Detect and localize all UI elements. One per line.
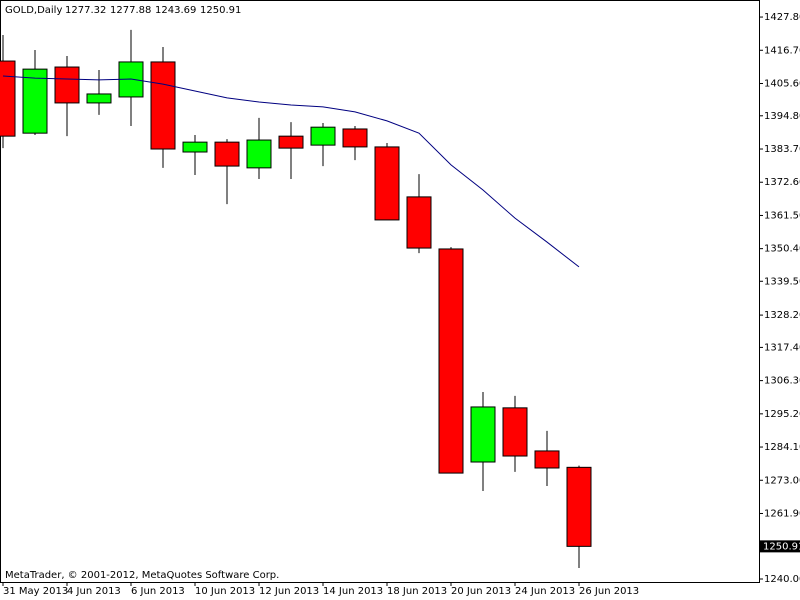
- candle-body: [182, 141, 208, 153]
- candle-body: [502, 407, 528, 457]
- footer: MetaTrader, © 2001-2012, MetaQuotes Soft…: [5, 570, 279, 581]
- candle-body: [22, 68, 48, 134]
- chart-title: GOLD,Daily: [5, 5, 62, 16]
- ohlc-readout: 1277.32: [65, 5, 106, 16]
- y-tick-label: 1284.10: [764, 442, 800, 453]
- ohlc-readout: 1277.88: [110, 5, 151, 16]
- x-tick-label: 20 Jun 2013: [451, 586, 511, 597]
- y-tick-label: 1416.70: [764, 45, 800, 56]
- ohlc-readout: 1243.69: [155, 5, 196, 16]
- y-tick-label: 1405.60: [764, 78, 800, 89]
- y-tick-label: 1339.50: [764, 276, 800, 287]
- x-tick-label: 6 Jun 2013: [131, 586, 185, 597]
- y-tick-label: 1273.00: [764, 475, 800, 486]
- candle-body: [310, 126, 336, 146]
- x-tick-label: 12 Jun 2013: [259, 586, 319, 597]
- y-tick-label: 1261.90: [764, 508, 800, 519]
- candle-body: [0, 60, 16, 137]
- candle-body: [534, 450, 560, 469]
- moving-average: [2, 75, 580, 268]
- y-tick-label: 1295.20: [764, 409, 800, 420]
- candle-body: [246, 139, 272, 169]
- y-tick-label: 1394.80: [764, 111, 800, 122]
- y-tick-label: 1383.70: [764, 144, 800, 155]
- x-tick-label: 10 Jun 2013: [195, 586, 255, 597]
- candle-body: [150, 61, 176, 150]
- candle-body: [214, 141, 240, 167]
- x-tick-label: 18 Jun 2013: [387, 586, 447, 597]
- candle-body: [470, 406, 496, 463]
- y-tick-label: 1372.60: [764, 177, 800, 188]
- candle-body: [342, 128, 368, 148]
- candle-body: [374, 146, 400, 221]
- y-tick-label: 1361.50: [764, 210, 800, 221]
- y-tick-label: 1350.40: [764, 244, 800, 255]
- x-tick-label: 24 Jun 2013: [515, 586, 575, 597]
- candle-body: [278, 135, 304, 149]
- y-tick-label: 1317.40: [764, 342, 800, 353]
- y-tick-label: 1427.80: [764, 12, 800, 23]
- x-tick-label: 4 Jun 2013: [67, 586, 121, 597]
- y-tick-label: 1328.20: [764, 310, 800, 321]
- candle-body: [566, 466, 592, 547]
- price-box-label: 1250.91: [763, 541, 800, 552]
- candle-body: [86, 93, 112, 104]
- plot-frame: [0, 0, 760, 583]
- price-box: [760, 540, 800, 553]
- x-tick-label: 26 Jun 2013: [579, 586, 639, 597]
- candle-body: [406, 196, 432, 249]
- y-tick-label: 1306.30: [764, 376, 800, 387]
- x-tick-label: 14 Jun 2013: [323, 586, 383, 597]
- candle-body: [54, 66, 80, 104]
- y-tick-label: 1240.00: [764, 574, 800, 585]
- x-tick-label: 31 May 2013: [3, 586, 68, 597]
- ohlc-readout: 1250.91: [200, 5, 241, 16]
- candle-body: [438, 248, 464, 474]
